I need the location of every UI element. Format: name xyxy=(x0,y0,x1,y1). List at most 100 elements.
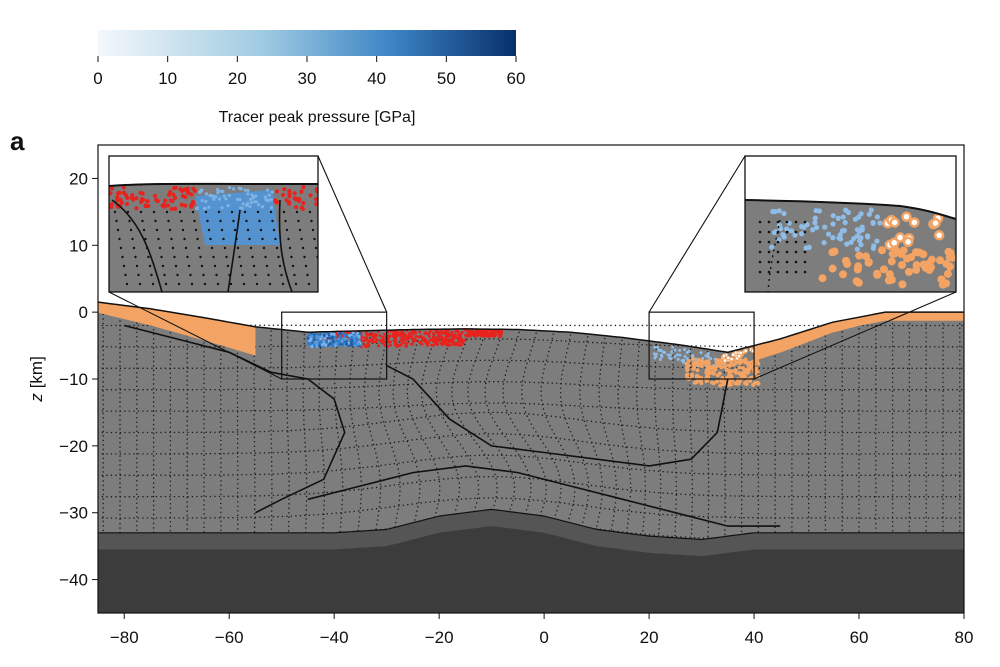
inset-tracer xyxy=(798,231,805,237)
colorbar-gradient xyxy=(98,30,516,56)
inset-tracer xyxy=(885,270,894,279)
melt-tracer xyxy=(457,343,461,347)
inset-grid-dot xyxy=(298,228,302,232)
inset-tracer xyxy=(927,263,936,272)
inset-tracer xyxy=(170,198,175,204)
zoom-connector xyxy=(648,155,746,313)
inset-grid-dot xyxy=(229,282,233,286)
melt-tracer xyxy=(460,331,464,335)
inset-tracer xyxy=(185,186,190,191)
inset-grid-dot xyxy=(204,210,208,214)
shocked-tracer xyxy=(349,335,353,340)
inset-tracer xyxy=(912,261,921,270)
inset-grid-dot xyxy=(129,228,133,232)
inset-tracer xyxy=(274,189,280,194)
inset-grid-dot xyxy=(134,255,137,259)
zoom-connector xyxy=(753,291,957,380)
inset-tracer xyxy=(163,198,168,203)
inset-grid-dot xyxy=(138,282,142,286)
inset-tracer xyxy=(936,256,945,265)
inset-grid-dot xyxy=(243,210,247,214)
shocked-tracer xyxy=(670,350,674,354)
sediment-tracer xyxy=(735,381,740,386)
inset-tracer xyxy=(821,240,827,246)
shocked-tracer xyxy=(709,357,713,361)
melt-tracer xyxy=(409,334,413,338)
inset-grid-dot xyxy=(281,282,285,286)
melt-tracer xyxy=(378,334,382,338)
sediment-tracer xyxy=(698,361,703,366)
inset-grid-dot xyxy=(794,270,798,274)
inset-grid-dot xyxy=(285,228,289,232)
inset-tracer xyxy=(216,187,220,192)
inset-grid-dot xyxy=(268,282,272,286)
inset-tracer xyxy=(249,201,254,205)
melt-tracer xyxy=(374,340,378,344)
inset-tracer xyxy=(202,206,207,210)
shocked-tracer xyxy=(332,332,336,336)
melt-tracer xyxy=(419,342,423,346)
grid-line-horizontal xyxy=(98,433,964,455)
inset-tracer xyxy=(200,198,204,203)
melt-tracer xyxy=(370,331,374,335)
melt-tracer xyxy=(431,335,435,339)
melt-tracer xyxy=(393,332,397,336)
colorbar-tick-label: 60 xyxy=(507,69,526,88)
grid-line-vertical xyxy=(598,337,617,571)
shocked-tracer xyxy=(659,348,663,352)
inset-grid-dot xyxy=(776,250,780,254)
shocked-tracer xyxy=(320,342,325,347)
melt-tracer xyxy=(406,337,410,341)
grid-line-vertical xyxy=(467,331,516,549)
inset-grid-dot xyxy=(226,264,230,268)
inset-tracer xyxy=(287,192,292,197)
melt-tracer xyxy=(363,343,367,347)
melt-tracer xyxy=(453,333,457,337)
inset-grid-dot xyxy=(803,260,807,264)
inset-tracer xyxy=(134,196,139,201)
inset-grid-dot xyxy=(803,240,807,244)
inset-grid-dot xyxy=(785,240,789,244)
inset-tracer xyxy=(843,259,852,268)
inset-grid-dot xyxy=(142,228,146,232)
y-tick-label: 0 xyxy=(79,303,88,322)
grid-line-vertical xyxy=(521,332,562,554)
inset-tracer xyxy=(899,246,908,255)
inset-grid-dot xyxy=(297,219,300,223)
colorbar-label: Tracer peak pressure [GPa] xyxy=(219,109,416,126)
colorbar-tick-label: 20 xyxy=(228,69,247,88)
inset-tracer xyxy=(250,193,254,197)
melt-tracer xyxy=(387,334,391,338)
melt-tracer xyxy=(370,337,374,341)
inset-tracer xyxy=(253,200,257,204)
inset-grid-dot xyxy=(264,255,267,259)
y-axis-symbol: z xyxy=(27,393,46,403)
sediment-tracer xyxy=(690,372,695,377)
inset-tracer xyxy=(235,197,240,202)
inset-grid-dot xyxy=(259,228,263,232)
inset-grid-dot xyxy=(758,220,762,224)
inset-tracer xyxy=(219,189,223,193)
melt-tracer xyxy=(440,329,444,333)
shocked-tracer xyxy=(660,355,664,359)
grid-line-vertical xyxy=(435,330,480,552)
sediment-tracer xyxy=(743,360,748,365)
melt-tracer xyxy=(436,339,440,343)
inset-tracer xyxy=(282,186,287,192)
inset-tracer xyxy=(109,186,114,191)
y-axis-label: z [km] xyxy=(27,356,46,403)
melt-tracer xyxy=(383,343,387,347)
inset-grid-dot xyxy=(160,255,163,259)
inset-grid-dot xyxy=(245,219,248,223)
inset-grid-dot xyxy=(176,273,179,277)
inset-tracer xyxy=(169,206,174,212)
inset-tracer xyxy=(162,204,167,209)
inset-grid-dot xyxy=(170,237,173,241)
inset-grid-dot xyxy=(148,264,152,268)
inset-grid-dot xyxy=(255,282,259,286)
inset-tracer xyxy=(246,188,250,192)
inset-grid-dot xyxy=(167,219,170,223)
inset-grid-dot xyxy=(215,273,218,277)
inset-grid-dot xyxy=(164,282,168,286)
plot-area xyxy=(97,144,965,614)
